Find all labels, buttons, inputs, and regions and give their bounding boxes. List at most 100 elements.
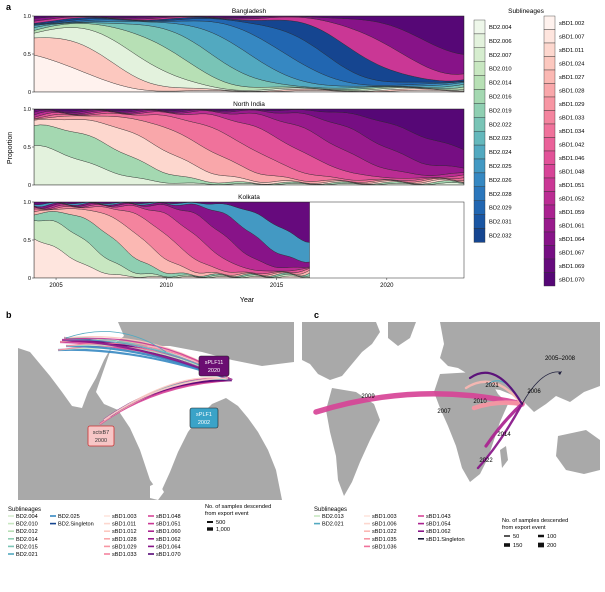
map-c-flow-0 xyxy=(313,391,525,415)
legend-c-size-label-0: 50 xyxy=(513,534,519,540)
legend-a-swatch-bd2.022 xyxy=(473,117,486,132)
map-c-arrowhead xyxy=(558,371,562,375)
map-b-landmass-peninsula xyxy=(96,346,294,500)
legend-a-swatch-bd2.028 xyxy=(473,186,486,201)
legend-a-label-bd2.004: BD2.004 xyxy=(489,25,512,31)
legend-a-swatch-bd2.016 xyxy=(473,89,486,104)
map-c-year-label-6: 2014 xyxy=(497,432,511,438)
legend-c-size-label-3: 200 xyxy=(547,543,556,549)
legend-a-label-bd2.006: BD2.006 xyxy=(489,39,512,45)
legend-a-label-bd2.028: BD2.028 xyxy=(489,192,512,198)
legend-a-label-sbd1.052: sBD1.052 xyxy=(559,196,584,202)
legend-a-swatch-sbd1.007 xyxy=(543,29,556,44)
legend-a-label-bd2.022: BD2.022 xyxy=(489,122,512,128)
legend-a-swatch-sbd1.033 xyxy=(543,110,556,125)
legend-b-label-sbd1.029: sBD1.029 xyxy=(112,544,137,550)
legend-b-label-sbd1.003: sBD1.003 xyxy=(112,514,137,520)
legend-c-size-label-1: 100 xyxy=(547,534,556,540)
legend-a-label-sbd1.051: sBD1.051 xyxy=(559,183,584,189)
annotation-sctxb7-year: 2000 xyxy=(95,438,107,444)
legend-b-label-sbd1.033: sBD1.033 xyxy=(112,552,137,558)
legend-c-label-sbd1.036: sBD1.036 xyxy=(372,544,397,550)
legend-a-label-sbd1.061: sBD1.061 xyxy=(559,223,584,229)
legend-a-label-bd2.007: BD2.007 xyxy=(489,53,512,59)
legend-a-label-sbd1.011: sBD1.011 xyxy=(559,48,584,54)
map-b-landmass-sri-lanka xyxy=(150,482,164,500)
legend-a-swatch-bd2.007 xyxy=(473,47,486,62)
legend-a-swatch-bd2.024 xyxy=(473,144,486,160)
panel-0-bangladesh: Bangladesh 0 0.5 1.0 xyxy=(23,8,465,96)
legend-c-label-sbd1.006: sBD1.006 xyxy=(372,522,397,528)
legend-a-label-bd2.024: BD2.024 xyxy=(489,150,512,156)
legend-c-title: Sublineages xyxy=(314,507,347,513)
legend-a-label-sbd1.067: sBD1.067 xyxy=(559,250,584,256)
legend-a-swatch-sbd1.061 xyxy=(543,218,556,233)
panel-1-north-india: North India 0 0.5 1.0 xyxy=(23,101,465,189)
panel-1-ytick-label-1: 0.5 xyxy=(23,145,31,151)
map-b-flow-extra-1 xyxy=(65,331,167,353)
panel-label-a: a xyxy=(6,2,12,12)
x-tick-label-0: 2005 xyxy=(49,283,63,289)
legend-a-label-bd2.025: BD2.025 xyxy=(489,164,512,170)
legend-a-swatch-sbd1.052 xyxy=(543,191,556,206)
legend-b-label-sbd1.064: sBD1.064 xyxy=(156,544,181,550)
legend-a-label-sbd1.046: sBD1.046 xyxy=(559,156,584,162)
legend-c-label-bd2.013: BD2.013 xyxy=(322,514,344,520)
legend-a-swatch-sbd1.042 xyxy=(543,137,556,152)
x-tick-label-2: 2015 xyxy=(270,283,284,289)
annotation-sctxb7-label: sctxB7 xyxy=(93,430,110,436)
legend-a-swatch-sbd1.051 xyxy=(543,177,556,192)
panel-0-area-11 xyxy=(34,16,464,55)
map-c-year-label-4: 2010 xyxy=(473,399,487,405)
legend-a-swatch-bd2.023 xyxy=(473,130,486,146)
map-c-year-label-2: 2006 xyxy=(527,389,541,395)
legend-b-size-label-0: 500 xyxy=(216,520,225,526)
legend-a-label-sbd1.028: sBD1.028 xyxy=(559,88,584,94)
panel-2-ytick-label-0: 0 xyxy=(28,276,31,282)
legend-a-label-bd2.016: BD2.016 xyxy=(489,94,512,100)
legend-a-label-sbd1.064: sBD1.064 xyxy=(559,237,585,243)
legend-a-label-bd2.023: BD2.023 xyxy=(489,136,512,142)
legend-c-size-title-1: No. of samples descended xyxy=(502,518,568,524)
legend-a-swatch-bd2.014 xyxy=(473,75,486,90)
legend-a-swatch-sbd1.046 xyxy=(543,150,556,165)
legend-a-swatch-bd2.010 xyxy=(473,61,486,76)
panel-label-b: b xyxy=(6,310,12,320)
panel-0-stack xyxy=(34,16,464,92)
legend-a-swatch-sbd1.034 xyxy=(543,123,556,138)
legend-a-swatch-bd2.006 xyxy=(473,33,486,49)
legend-b-label-bd2.015: BD2.015 xyxy=(16,544,38,550)
legend-b-label-sbd1.060: sBD1.060 xyxy=(156,529,181,535)
legend-c-label-sbd1.singleton: sBD1.Singleton xyxy=(426,537,465,543)
x-tick-label-1: 2010 xyxy=(160,283,174,289)
legend-c-size-label-2: 150 xyxy=(513,543,522,549)
map-c: 2009 2021 2006 2005–2008 2010 2007 2014 2022 xyxy=(302,322,600,500)
legend-c-size-title-2: from export event xyxy=(502,525,546,531)
legend-a-label-sbd1.070: sBD1.070 xyxy=(559,277,584,283)
x-tick-label-3: 2020 xyxy=(380,283,394,289)
legend-b-label-bd2.012: BD2.012 xyxy=(16,529,38,535)
map-c-landmass-australia xyxy=(556,430,600,474)
map-c-landmass-greenland xyxy=(388,322,416,346)
x-axis-label: Year xyxy=(240,297,255,304)
map-c-flow-6 xyxy=(468,371,524,406)
map-c-flow-4 xyxy=(464,380,524,406)
legend-b-label-sbd1.012: sBD1.012 xyxy=(112,529,137,535)
map-c-flow-1 xyxy=(471,400,525,411)
legend-a-label-sbd1.029: sBD1.029 xyxy=(559,102,584,108)
map-c-landmass-south-america xyxy=(326,388,380,496)
legend-a-swatch-sbd1.011 xyxy=(543,42,556,57)
panel-0-title: Bangladesh xyxy=(232,8,267,15)
legend-a-label-bd2.031: BD2.031 xyxy=(489,220,512,226)
panel-2-stack xyxy=(34,202,310,278)
map-c-year-label-7: 2022 xyxy=(479,458,493,464)
legend-a-swatch-bd2.004 xyxy=(473,19,486,35)
legend-a-swatch-sbd1.028 xyxy=(543,83,556,98)
map-b: sPLF11 2020 sPLF1 2002 sctxB7 2000 xyxy=(18,322,294,500)
legend-a-label-bd2.010: BD2.010 xyxy=(489,67,512,73)
map-c-year-label-5: 2007 xyxy=(437,409,451,415)
map-b-annotation-splf11: sPLF11 2020 xyxy=(198,355,230,377)
panel-2-kolkata: Kolkata 0 0.5 1.0 xyxy=(23,194,465,282)
